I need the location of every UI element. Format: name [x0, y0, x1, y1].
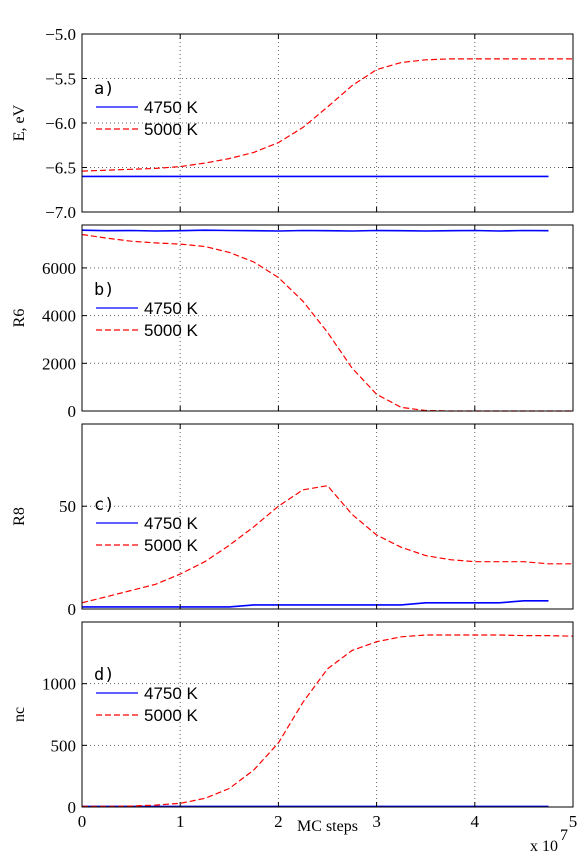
y-tick-label: −7.0 — [45, 203, 76, 222]
y-axis-label: R8 — [11, 507, 28, 526]
y-tick-label: −5.5 — [45, 70, 76, 89]
y-tick-label: −5.0 — [45, 25, 76, 44]
y-tick-label: 4000 — [42, 307, 76, 326]
y-tick-label: 0 — [68, 600, 77, 619]
axes-frame — [81, 224, 574, 412]
y-tick-label: 2000 — [42, 354, 76, 373]
legend-label: 5000 K — [144, 321, 199, 340]
series-line-5000-k — [82, 634, 574, 807]
panel-d: 0 500 1000 nc d) 4750 K 5000 K — [11, 621, 574, 817]
plot-area — [82, 622, 573, 807]
x-tick-label: 5 — [569, 812, 578, 831]
legend-label: 4750 K — [144, 514, 199, 533]
y-tick-label: 500 — [51, 736, 77, 755]
plot-area — [82, 34, 573, 212]
legend-label: 4750 K — [144, 684, 199, 703]
x-tick-label: 4 — [471, 812, 480, 831]
plot-area — [82, 424, 573, 609]
legend-label: 5000 K — [144, 536, 199, 555]
panel-a: −7.0 −6.5 −6.0 −5.5 −5.0 E, eV a) 4750 K 5000 K — [11, 25, 574, 222]
legend-label: 5000 K — [144, 120, 199, 139]
plot-area — [82, 225, 573, 411]
x-multiplier: x 10 — [530, 838, 558, 855]
x-axis-label: MC steps — [297, 818, 358, 835]
axes-frame — [81, 423, 574, 610]
series-line-5000-k — [81, 485, 573, 604]
panel-c: 0 50 R8 c) 4750 K 5000 K — [11, 423, 574, 619]
x-multiplier-exponent: 7 — [560, 827, 568, 844]
x-tick-label: 3 — [372, 812, 381, 831]
series-line-4750-k — [82, 600, 549, 608]
y-tick-label: −6.0 — [45, 114, 76, 133]
x-tick-label: 1 — [176, 812, 185, 831]
y-axis-label: nc — [11, 707, 28, 722]
axes-frame — [81, 621, 574, 808]
series-line-5000-k — [81, 58, 573, 172]
legend-label: 4750 K — [144, 299, 199, 318]
x-tick-label: 0 — [78, 812, 87, 831]
y-tick-label: 6000 — [42, 259, 76, 278]
legend-label: 5000 K — [144, 706, 199, 725]
y-axis-label: E, eV — [11, 104, 28, 141]
y-tick-label: 1000 — [42, 675, 76, 694]
y-tick-label: 50 — [59, 497, 76, 516]
y-tick-label: 0 — [68, 402, 77, 421]
series-line-4750-k — [81, 229, 549, 232]
series-line-5000-k — [81, 233, 573, 412]
panel-label: d) — [94, 665, 114, 685]
legend-label: 4750 K — [144, 98, 199, 117]
y-tick-label: −6.5 — [45, 159, 76, 178]
y-axis-label: R6 — [11, 309, 28, 328]
y-tick-label: 0 — [68, 798, 77, 817]
panel-label: b) — [94, 280, 114, 300]
x-tick-label: 2 — [274, 812, 283, 831]
panel-label: c) — [94, 495, 114, 515]
panel-b: 0 2000 4000 6000 R6 b) 4750 K 5000 K — [11, 224, 574, 421]
panel-label: a) — [94, 79, 114, 99]
